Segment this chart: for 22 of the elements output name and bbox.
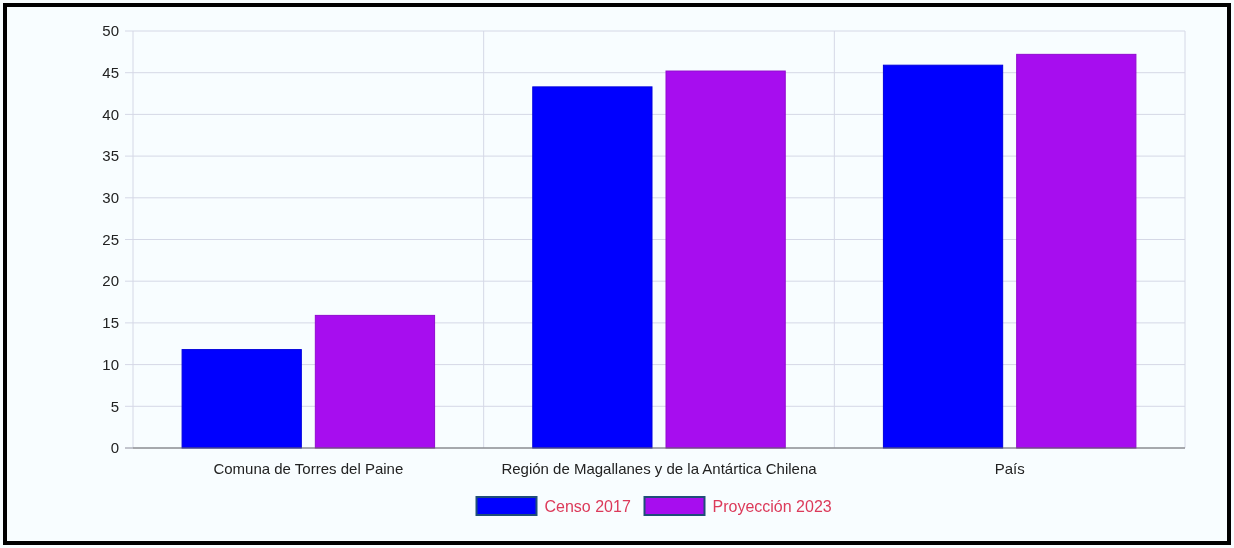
bar (314, 314, 436, 449)
x-tick-label: País (994, 460, 1025, 477)
y-tick-label: 15 (102, 314, 119, 332)
bar (181, 349, 302, 449)
legend-label: Censo 2017 (544, 497, 631, 515)
x-tick-label: Comuna de Torres del Paine (213, 460, 404, 477)
y-tick-label: 40 (102, 105, 119, 123)
bar (1016, 53, 1137, 449)
y-tick-label: 35 (102, 147, 119, 165)
y-tick-label: 30 (102, 189, 119, 207)
bar (665, 70, 786, 449)
bar (882, 64, 1004, 449)
legend-label: Proyección 2023 (712, 497, 832, 515)
y-tick-label: 45 (102, 63, 119, 81)
y-tick-label: 0 (110, 439, 119, 457)
y-tick-label: 10 (102, 355, 119, 373)
y-tick-label: 20 (102, 272, 119, 290)
x-tick-label: Región de Magallanes y de la Antártica Chilena (501, 460, 818, 477)
y-tick-label: 50 (102, 22, 119, 40)
y-tick-label: 5 (110, 397, 119, 415)
y-tick-label: 25 (102, 230, 119, 248)
bar (532, 86, 653, 449)
